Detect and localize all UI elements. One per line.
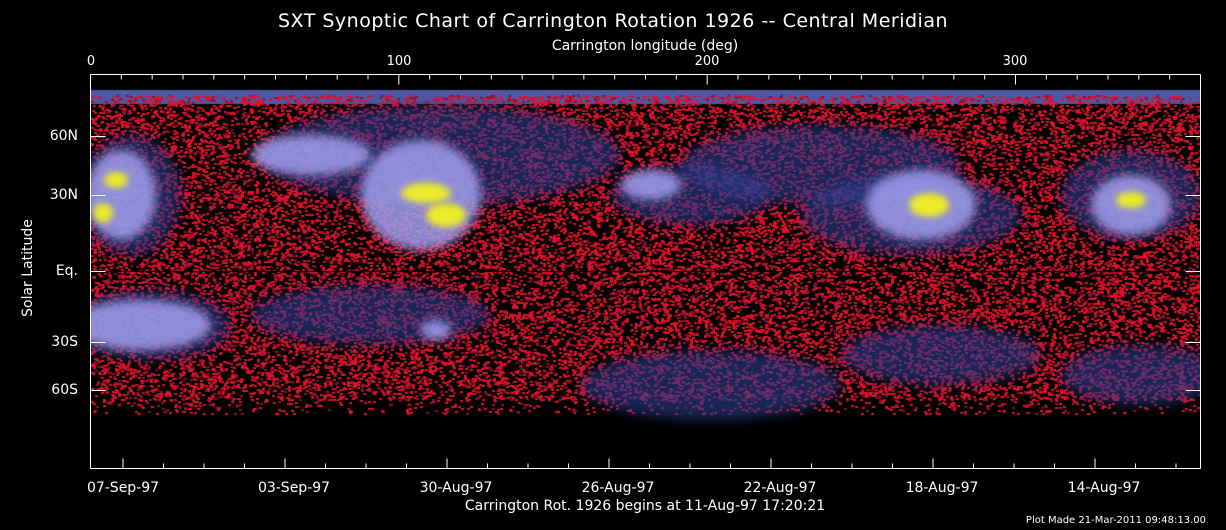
date-tick-label: 22-Aug-97 [743, 480, 817, 496]
synoptic-map-image [91, 75, 1200, 469]
date-tick-label: 03-Sep-97 [257, 480, 331, 496]
y-tick-label: Eq. [55, 263, 78, 279]
date-tick-label: 26-Aug-97 [581, 480, 655, 496]
x-top-axis-label: Carrington longitude (deg) [551, 38, 739, 54]
date-tick-label: 14-Aug-97 [1067, 480, 1141, 496]
x-top-tick-label: 300 [1002, 54, 1028, 69]
chart-title: SXT Synoptic Chart of Carrington Rotatio… [277, 10, 949, 32]
date-tick-label: 30-Aug-97 [419, 480, 493, 496]
x-top-tick-label: 100 [386, 54, 412, 69]
date-tick-label: 07-Sep-97 [86, 480, 160, 496]
x-top-tick-label: 200 [694, 54, 720, 69]
plot-made-timestamp: Plot Made 21-Mar-2011 09:48:13.00 [1025, 515, 1206, 526]
y-tick-label: 30N [49, 187, 78, 203]
x-top-tick-label: 0 [86, 54, 96, 69]
rotation-start-label: Carrington Rot. 1926 begins at 11-Aug-97… [464, 498, 826, 514]
y-tick-label: 60N [49, 128, 78, 144]
date-tick-label: 18-Aug-97 [905, 480, 979, 496]
y-tick-label: 30S [51, 334, 78, 350]
y-tick-label: 60S [51, 382, 78, 398]
